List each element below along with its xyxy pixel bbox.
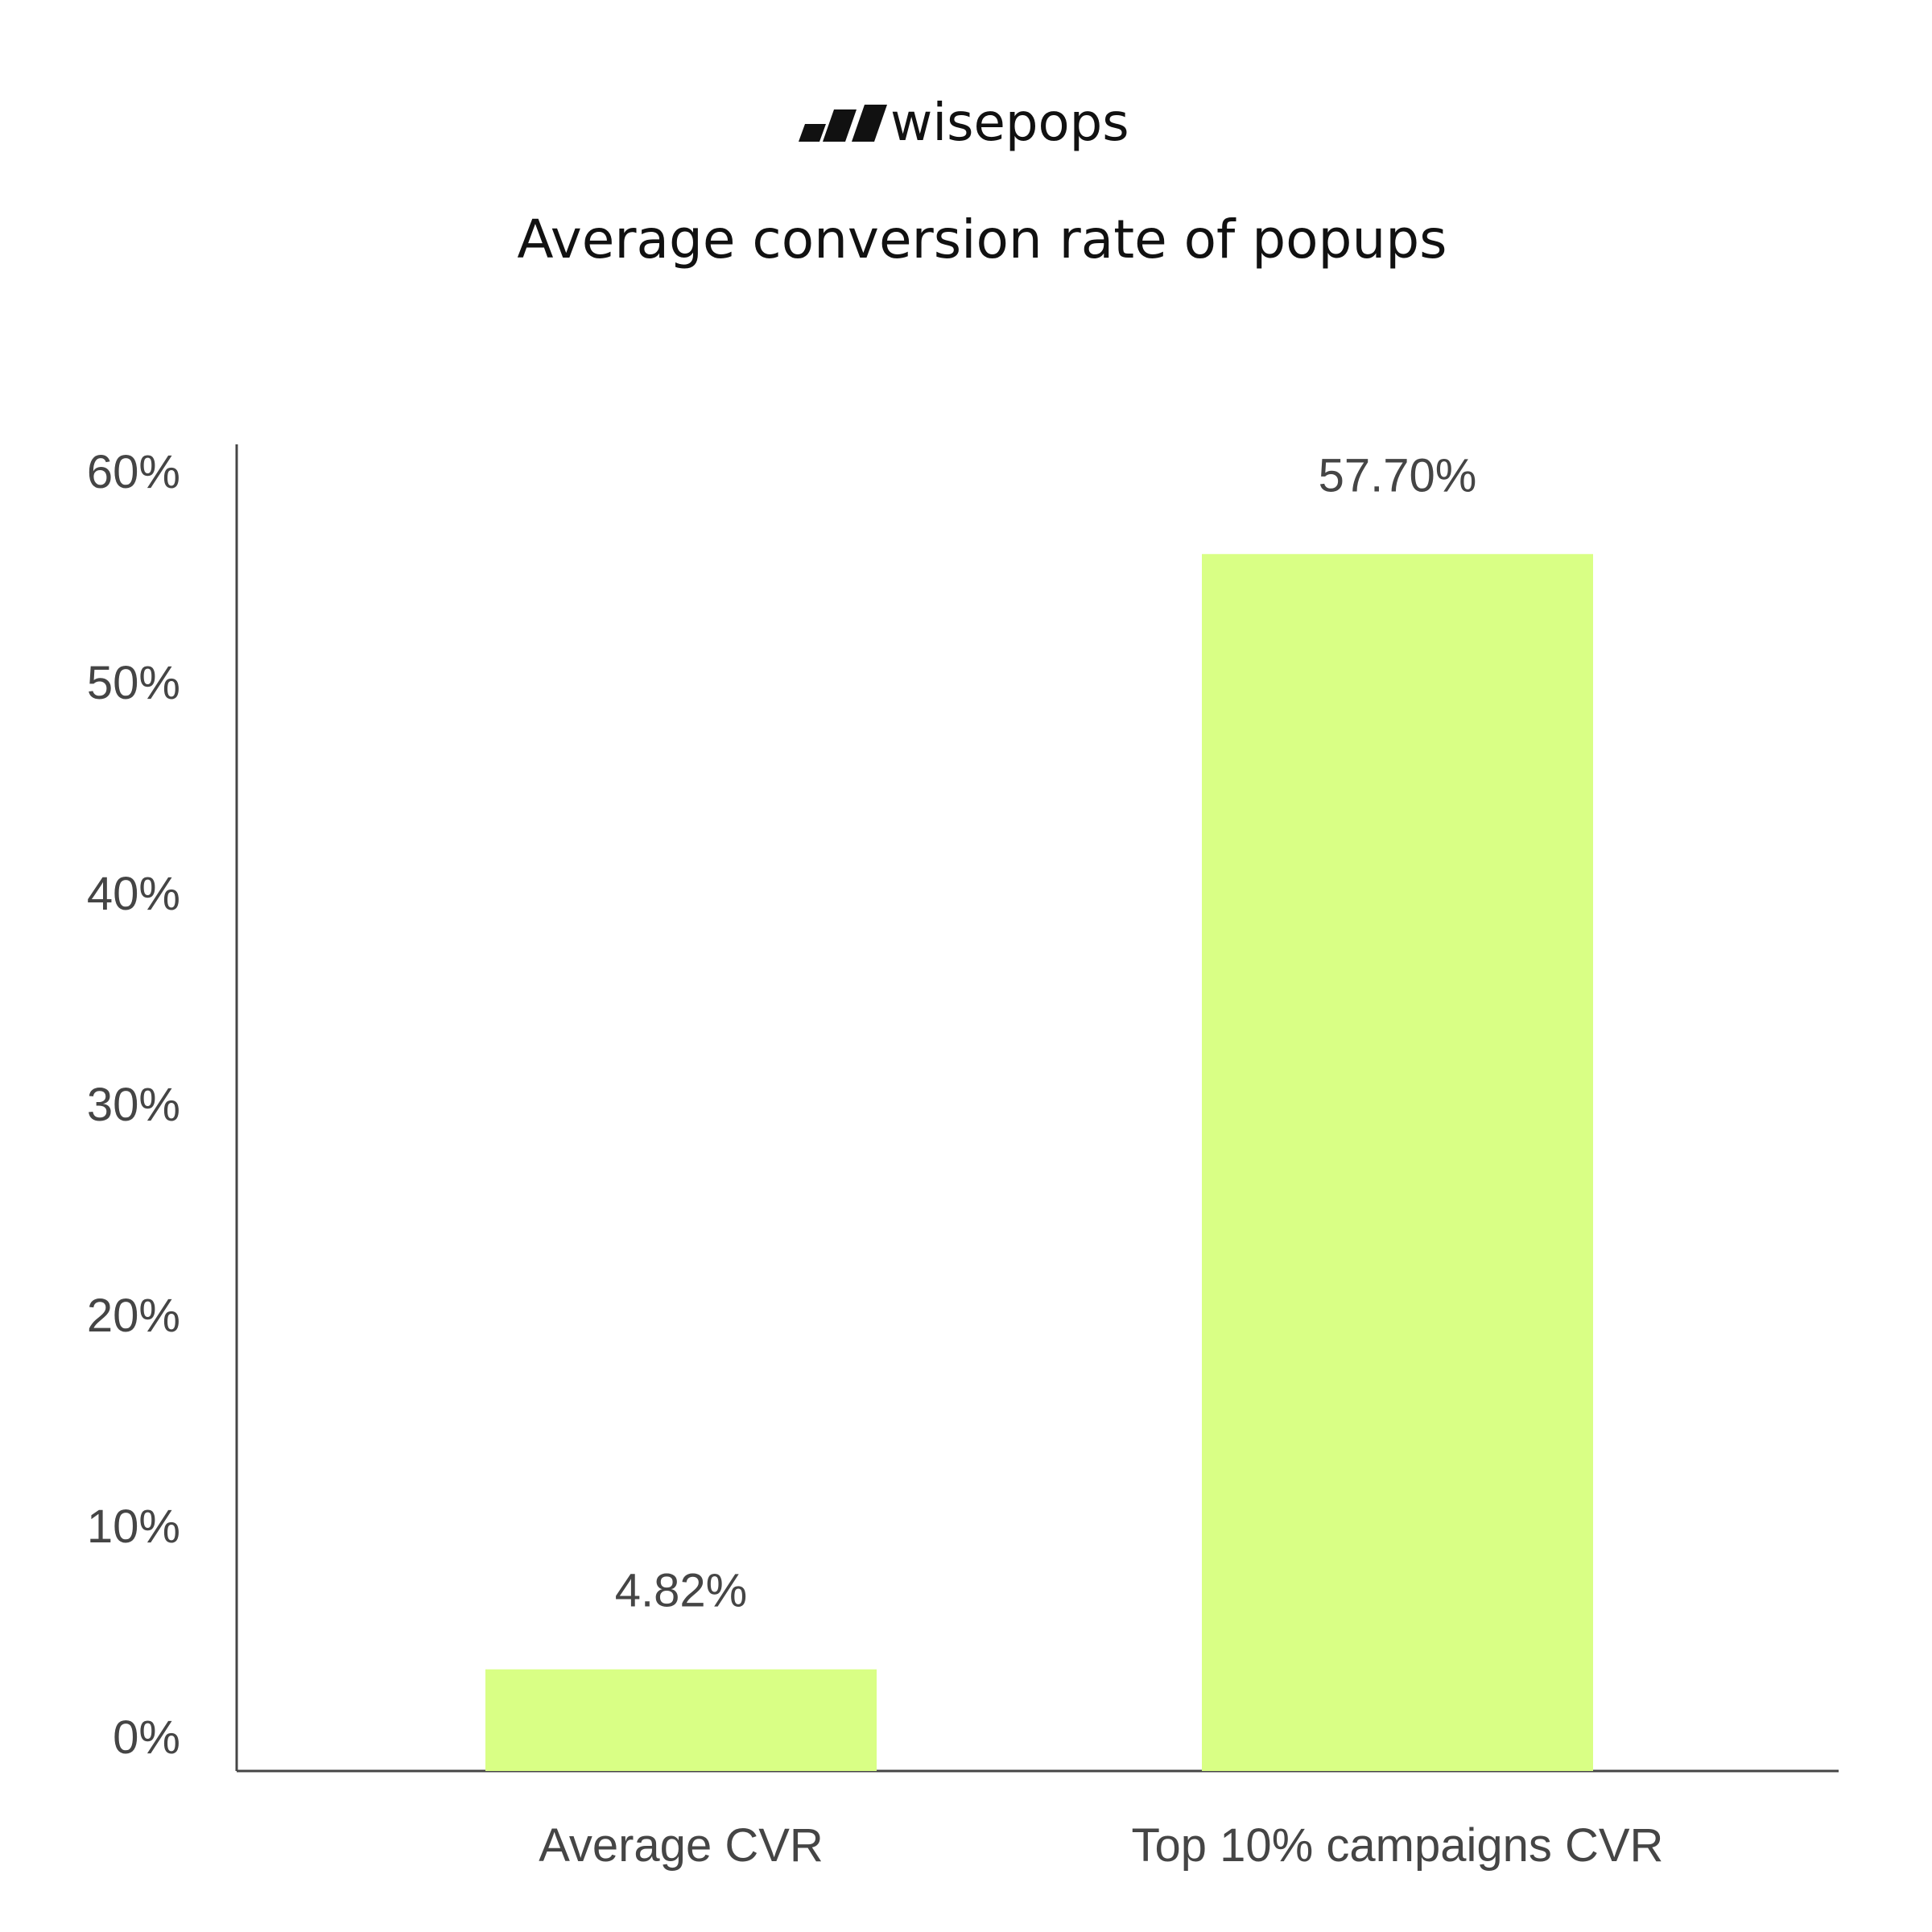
wisepops-logo-icon — [799, 105, 887, 142]
wisepops-logo: wisepops — [799, 93, 1129, 153]
bar-value-label: 4.82% — [615, 1565, 747, 1617]
bars — [485, 554, 1593, 1771]
chart-title: Average conversion rate of popups — [517, 208, 1447, 270]
brand-name: wisepops — [890, 93, 1129, 153]
y-tick-label: 10% — [87, 1501, 180, 1553]
y-tick-label: 0% — [113, 1711, 180, 1764]
y-tick-label: 60% — [87, 446, 180, 498]
x-category-labels: Average CVR Top 10% campaigns CVR — [539, 1819, 1663, 1872]
bar — [1202, 554, 1593, 1771]
bar-value-label: 57.70% — [1319, 449, 1477, 502]
x-category-label: Average CVR — [539, 1819, 824, 1872]
value-labels: 4.82% 57.70% — [615, 449, 1477, 1616]
y-tick-labels: 0% 10% 20% 30% 40% 50% 60% — [87, 446, 180, 1764]
x-category-label: Top 10% campaigns CVR — [1132, 1819, 1664, 1872]
bar — [485, 1669, 877, 1771]
y-tick-label: 20% — [87, 1290, 180, 1342]
y-tick-label: 40% — [87, 868, 180, 920]
y-tick-label: 30% — [87, 1079, 180, 1131]
y-tick-label: 50% — [87, 657, 180, 709]
